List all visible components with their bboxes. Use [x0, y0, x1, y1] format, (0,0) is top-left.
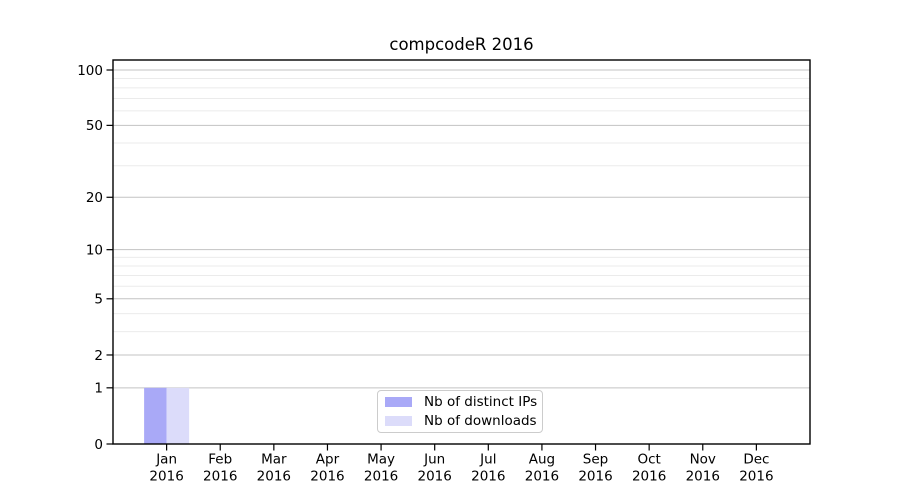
x-tick-label-month: May	[367, 452, 395, 468]
x-tick-label-month: Jun	[423, 452, 445, 468]
legend-label-distinct-ips: Nb of distinct IPs	[424, 394, 538, 410]
legend-item-distinct-ips: Nb of distinct IPs	[385, 394, 542, 410]
x-tick-label-year: 2016	[364, 469, 398, 485]
chart-title: compcodeR 2016	[389, 35, 534, 54]
x-tick-label-year: 2016	[739, 469, 773, 485]
y-tick-label: 1	[94, 381, 103, 397]
x-tick-label-month: Feb	[208, 452, 232, 468]
x-tick-label-month: Oct	[637, 452, 660, 468]
bar-distinct-ips	[144, 387, 167, 444]
x-tick-label-month: Jul	[479, 452, 496, 468]
y-tick-label: 5	[94, 292, 103, 308]
x-tick-label-year: 2016	[203, 469, 237, 485]
downloads-swatch	[385, 415, 412, 427]
bar-downloads	[166, 387, 190, 444]
y-tick-label: 100	[77, 63, 103, 79]
x-tick-label-month: Mar	[261, 452, 287, 468]
y-tick-label: 20	[86, 190, 103, 206]
x-tick-label-year: 2016	[632, 469, 666, 485]
y-tick-label: 0	[94, 437, 103, 453]
x-tick-label-year: 2016	[471, 469, 505, 485]
x-tick-label-month: Apr	[316, 452, 340, 468]
x-tick-label-year: 2016	[686, 469, 720, 485]
x-tick-label-month: Sep	[583, 452, 608, 468]
plot-border	[112, 59, 811, 445]
y-tick-label: 2	[94, 348, 103, 364]
legend-item-downloads: Nb of downloads	[385, 413, 542, 429]
x-tick-label-month: Nov	[690, 452, 716, 468]
y-tick-label: 10	[86, 242, 103, 258]
legend-label-downloads: Nb of downloads	[424, 413, 537, 429]
x-tick-label-year: 2016	[257, 469, 291, 485]
x-tick-label-month: Jan	[155, 452, 177, 468]
legend: Nb of distinct IPs Nb of downloads	[377, 390, 543, 433]
distinct-ips-swatch	[385, 396, 412, 408]
x-tick-label-year: 2016	[149, 469, 183, 485]
x-tick-label-year: 2016	[578, 469, 612, 485]
x-tick-label-month: Aug	[529, 452, 555, 468]
x-tick-label-year: 2016	[525, 469, 559, 485]
y-tick-label: 50	[86, 118, 103, 134]
x-tick-label-year: 2016	[310, 469, 344, 485]
x-tick-label-month: Dec	[743, 452, 769, 468]
x-tick-label-year: 2016	[418, 469, 452, 485]
